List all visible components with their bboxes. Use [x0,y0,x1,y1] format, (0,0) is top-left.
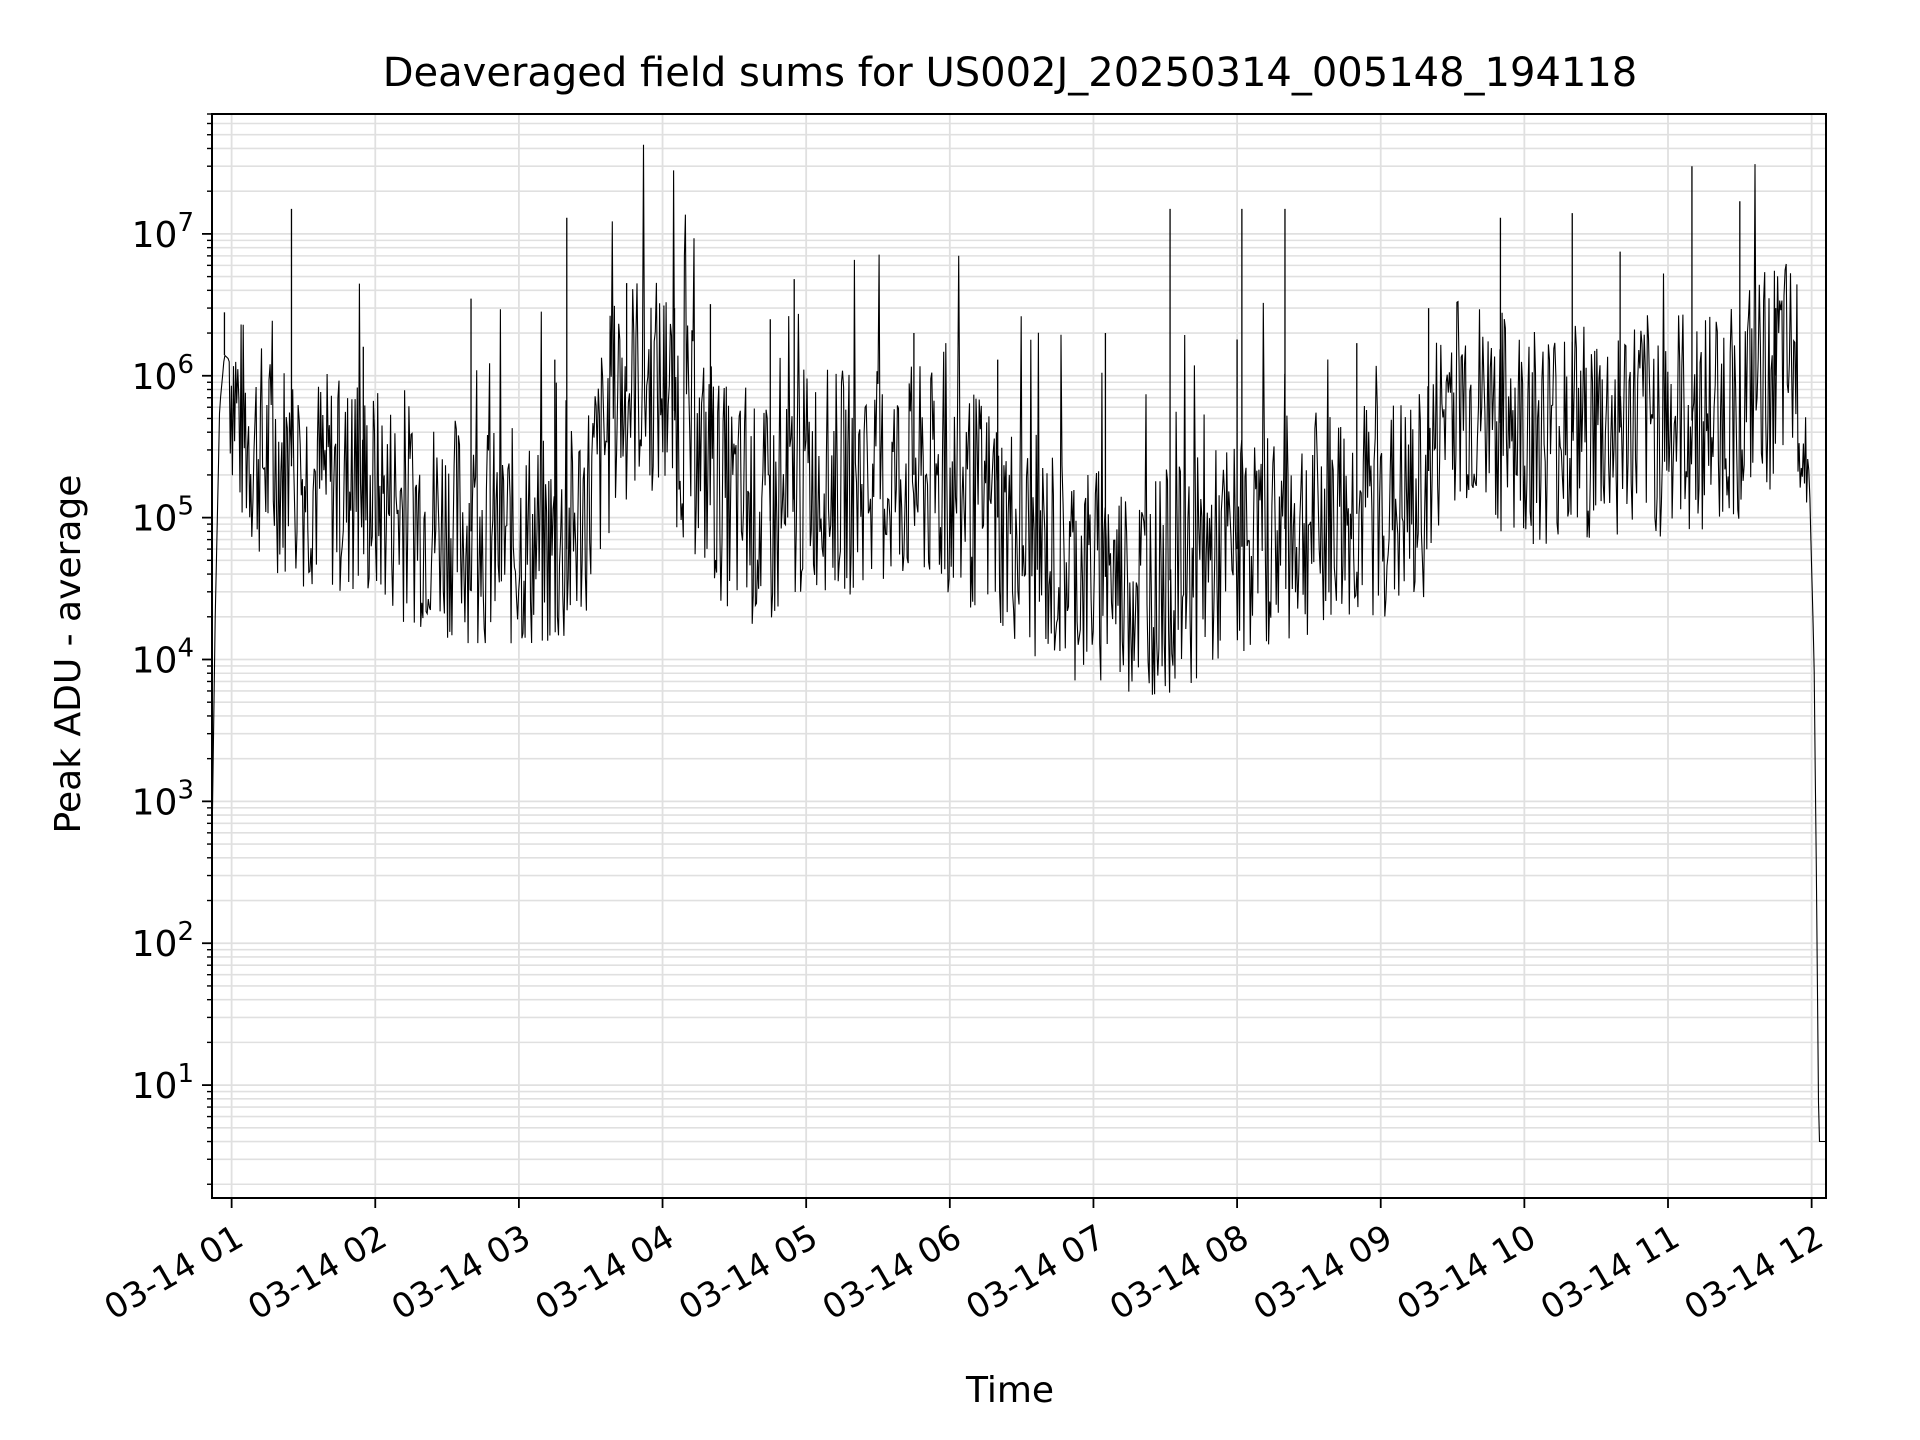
series-path [211,144,1826,1143]
y-tick-label: 103 [132,775,194,823]
x-axis-label: Time [965,1370,1054,1411]
chart-title: Deaveraged field sums for US002J_2025031… [383,50,1638,96]
y-tick-label: 101 [132,1059,194,1107]
y-axis-label: Peak ADU - average [48,475,89,834]
y-tick-label: 102 [132,917,194,965]
y-tick-label: 107 [132,208,194,256]
y-tick-label: 106 [132,350,194,398]
plot-frame [211,113,1827,1199]
y-tick-label: 105 [132,492,194,540]
axis-ticks [202,113,1813,1208]
y-tick-labels: 101 102 103 104 105 106 107 [132,208,194,1107]
grid-lines [212,113,1826,1198]
series-line [211,144,1826,1143]
y-tick-label: 104 [132,633,194,681]
